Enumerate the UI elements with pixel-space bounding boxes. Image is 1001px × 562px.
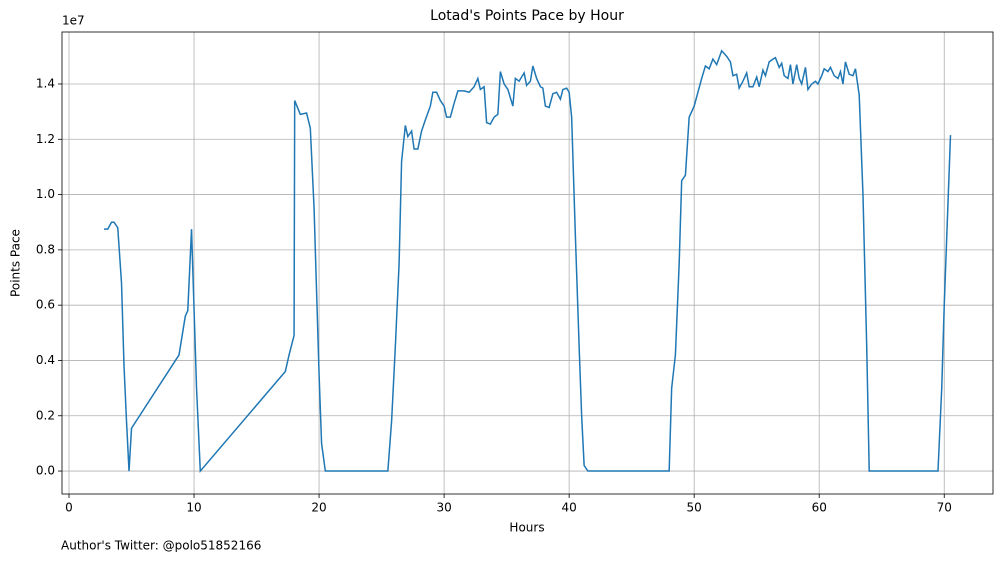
x-tick-label: 60 — [812, 501, 827, 515]
x-tick-label: 50 — [687, 501, 702, 515]
x-tick-label: 10 — [186, 501, 201, 515]
y-tick-label: 1.2 — [36, 132, 55, 146]
y-tick-label: 0.2 — [36, 408, 55, 422]
y-tick-label: 0.6 — [36, 298, 55, 312]
x-tick-label: 70 — [937, 501, 952, 515]
y-tick-label: 1.4 — [36, 76, 55, 90]
y-tick-label: 1.0 — [36, 187, 55, 201]
y-tick-label: 0.4 — [36, 353, 55, 367]
annotation: Author's Twitter: @polo51852166 — [61, 539, 261, 553]
plot-frame — [61, 31, 994, 495]
x-axis-label: Hours — [509, 521, 544, 535]
chart-title: Lotad's Points Pace by Hour — [430, 8, 624, 24]
x-tick-label: 0 — [65, 501, 73, 515]
x-tick-label: 40 — [561, 501, 576, 515]
line — [104, 49, 952, 473]
offset-label: 1e7 — [62, 14, 85, 28]
x-tick-label: 20 — [311, 501, 326, 515]
y-tick-label: 0.0 — [36, 464, 55, 478]
x-tick-label: 30 — [436, 501, 451, 515]
y-axis-label: Points Pace — [9, 229, 23, 297]
y-tick-label: 0.8 — [36, 242, 55, 256]
